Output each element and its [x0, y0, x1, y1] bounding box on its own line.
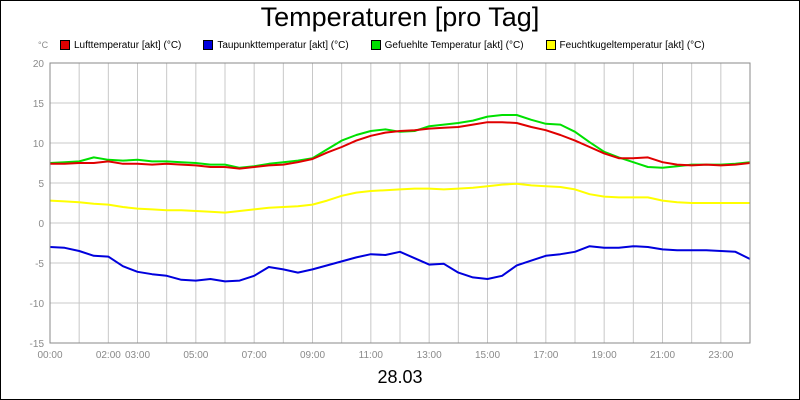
series-line-0	[50, 121, 751, 170]
x-tick-label: 07:00	[242, 350, 267, 361]
x-tick-label: 00:00	[37, 350, 62, 361]
y-tick-label: 5	[38, 179, 44, 190]
legend-swatch	[370, 40, 381, 50]
legend-swatch	[60, 40, 70, 50]
y-tick-label: 15	[33, 99, 45, 110]
x-tick-label: 19:00	[592, 350, 617, 361]
x-tick-label: 13:00	[417, 350, 442, 361]
y-tick-label: -10	[30, 299, 45, 310]
legend-label: Lufttemperatur [akt] (°C)	[74, 39, 182, 51]
series-line-1	[49, 245, 751, 283]
legend-item: Lufttemperatur [akt] (°C)	[60, 40, 181, 51]
legend-swatch	[203, 40, 214, 50]
legend-item: Gefuehlte Temperatur [akt] (°C)	[370, 39, 524, 51]
x-tick-label: 03:00	[125, 350, 150, 361]
x-tick-label: 17:00	[533, 350, 558, 361]
x-axis-label: 28.03	[377, 367, 423, 387]
y-tick-label: 0	[38, 219, 44, 230]
y-tick-label: 10	[33, 139, 45, 150]
series-line-3	[49, 182, 750, 214]
y-axis-unit: °C	[38, 40, 49, 50]
y-tick-label: -5	[35, 259, 44, 270]
legend-label: Feuchtkugeltemperatur [akt] (°C)	[559, 39, 705, 51]
legend-swatch	[545, 40, 556, 50]
y-tick-label: 20	[33, 59, 45, 70]
y-tick-label: -15	[30, 339, 45, 350]
legend-label: Taupunkttemperatur [akt] (°C)	[217, 39, 349, 51]
x-tick-label: 15:00	[475, 350, 500, 361]
x-tick-label: 09:00	[300, 350, 325, 361]
legend-item: Taupunkttemperatur [akt] (°C)	[203, 39, 349, 51]
legend: Lufttemperatur [akt] (°C) Taupunkttempera…	[60, 38, 727, 52]
x-tick-label: 23:00	[708, 350, 733, 361]
x-tick-label: 05:00	[183, 350, 208, 361]
x-tick-label: 11:00	[359, 350, 384, 361]
x-tick-label: 02:00	[96, 350, 121, 361]
legend-label: Gefuehlte Temperatur [akt] (°C)	[384, 39, 524, 51]
plot-border	[49, 62, 751, 344]
legend-item: Feuchtkugeltemperatur [akt] (°C)	[545, 39, 705, 51]
chart-title: Temperaturen [pro Tag]	[260, 2, 540, 32]
x-tick-label: 21:00	[650, 350, 675, 361]
